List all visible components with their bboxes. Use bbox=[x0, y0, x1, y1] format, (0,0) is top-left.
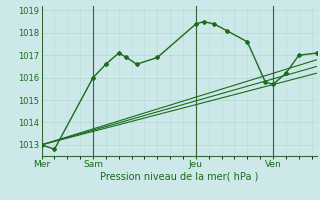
X-axis label: Pression niveau de la mer( hPa ): Pression niveau de la mer( hPa ) bbox=[100, 172, 258, 182]
